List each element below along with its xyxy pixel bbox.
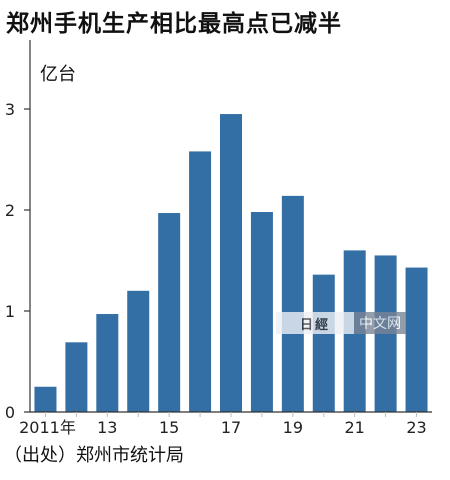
y-tick-label: 3: [5, 100, 15, 119]
watermark-logo: 日經: [276, 312, 354, 334]
x-tick-label: 23: [406, 418, 426, 437]
x-tick-label: 21: [345, 418, 365, 437]
x-tick-label: 17: [221, 418, 241, 437]
chart-title: 郑州手机生产相比最高点已减半: [6, 11, 342, 37]
y-tick-label: 0: [5, 403, 15, 422]
bar-2019: [281, 195, 304, 412]
bar-2013: [96, 314, 119, 412]
x-tick-label: 13: [97, 418, 117, 437]
unit-label: 亿台: [40, 64, 76, 85]
y-tick-label: 1: [5, 302, 15, 321]
bar-2016: [189, 151, 212, 413]
bar-2023: [405, 267, 428, 412]
watermark-text: 中文网: [354, 312, 406, 334]
bar-2020: [312, 274, 335, 412]
x-tick-label: 19: [283, 418, 303, 437]
bar-2011: [34, 386, 57, 412]
watermark: 日經 中文网: [276, 312, 406, 334]
bar-2018: [250, 212, 273, 412]
bar-2012: [65, 342, 88, 412]
y-tick-label: 2: [5, 201, 15, 220]
x-tick-label: 15: [159, 418, 179, 437]
bar-2017: [220, 114, 242, 413]
bar-2014: [127, 290, 150, 412]
x-tick-label: 2011年: [19, 418, 76, 437]
bar-2015: [158, 213, 181, 412]
source-note: （出处）郑州市统计局: [4, 445, 184, 466]
